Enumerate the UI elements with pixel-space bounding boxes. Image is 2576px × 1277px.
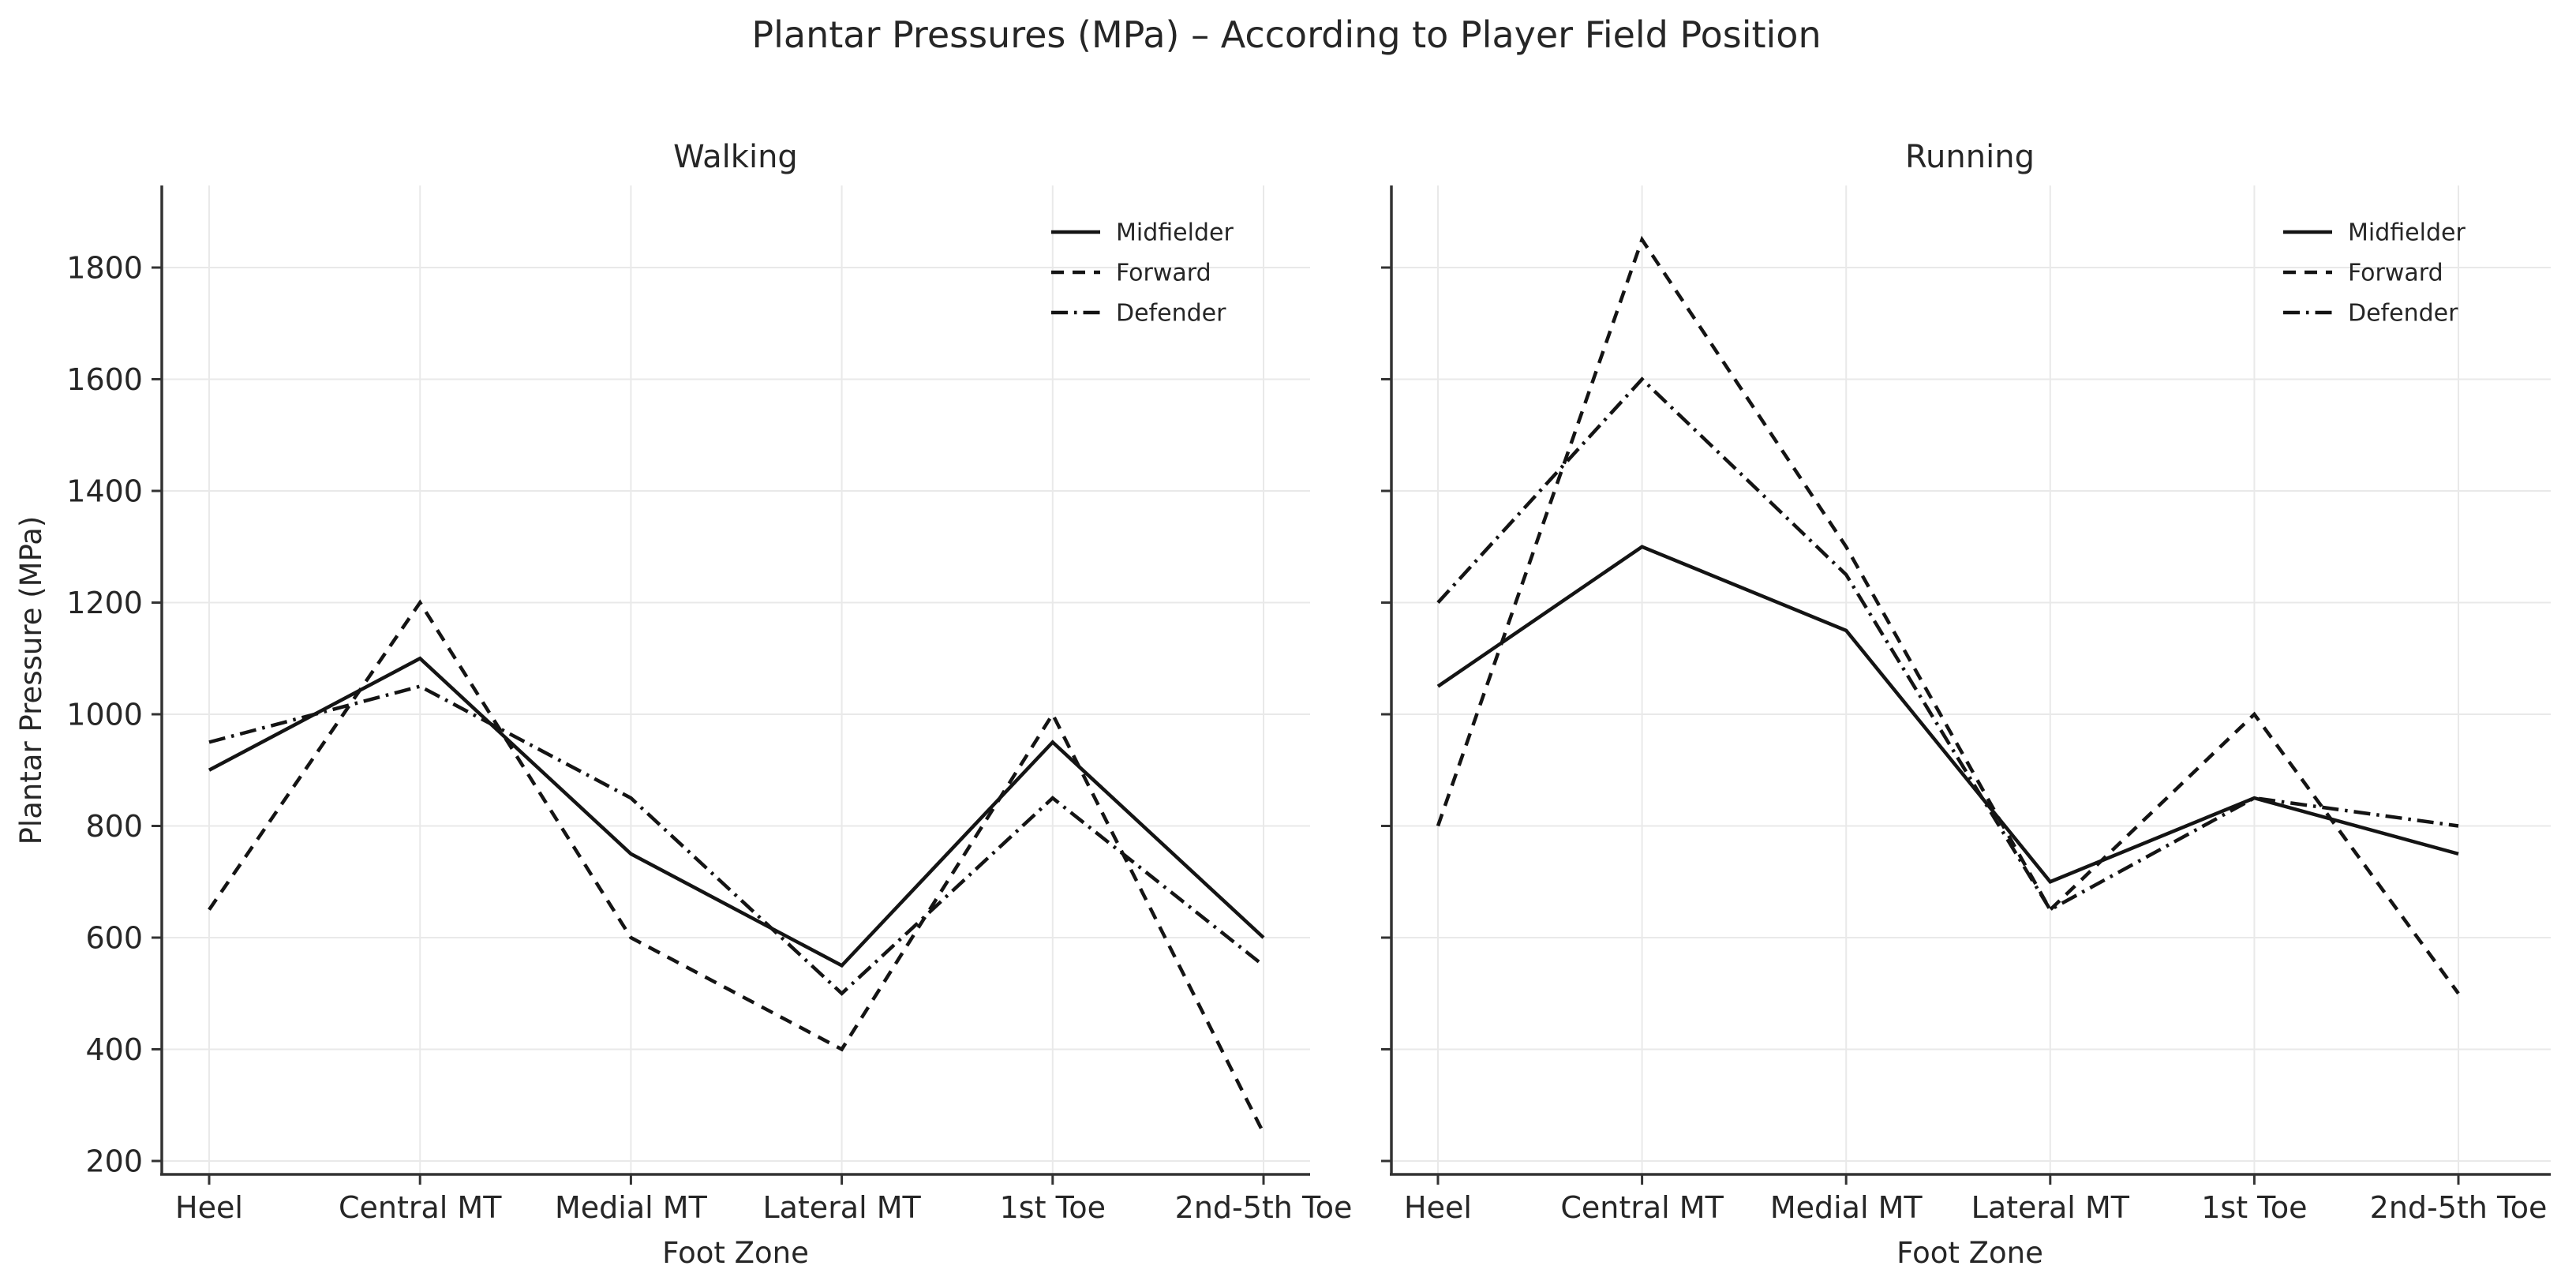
legend-item: Defender [1051, 300, 1226, 328]
y-tick-label: 400 [85, 1032, 143, 1067]
figure-title: Plantar Pressures (MPa) – According to P… [751, 13, 1821, 56]
series-line-forward [1436, 235, 2460, 995]
legend-label: Forward [2348, 260, 2443, 287]
legend-label: Midfielder [2348, 219, 2466, 247]
y-tick-label: 1600 [66, 362, 143, 397]
series-line-midfielder [208, 656, 1265, 968]
x-tick-label: 1st Toe [1000, 1190, 1106, 1225]
x-tick-label: Heel [175, 1190, 243, 1225]
x-tick-label: Lateral MT [1971, 1190, 2130, 1225]
legend-label: Midfielder [1116, 219, 1234, 247]
series-line-defender [1436, 376, 2459, 912]
legend-label: Defender [1116, 300, 1226, 328]
series-line-forward [208, 599, 1266, 1134]
y-tick-label: 600 [85, 920, 143, 955]
x-tick-label: Heel [1404, 1190, 1472, 1225]
x-tick-label: Medial MT [1770, 1190, 1923, 1225]
x-tick-label: Medial MT [555, 1190, 708, 1225]
y-tick-label: 1200 [66, 586, 143, 620]
x-tick-label: Central MT [339, 1190, 502, 1225]
legend-label: Defender [2348, 300, 2458, 328]
running-plot-area: Heel Central MT Medial MT Lateral MT 1st Toe… [1381, 185, 2551, 1225]
legend-item: Forward [1051, 260, 1211, 287]
walking-plot-area: 200 400 600 800 1000 1200 1400 1600 1800 Heel Cent… [66, 185, 1352, 1225]
x-tick-label: 1st Toe [2201, 1190, 2307, 1225]
legend-label: Forward [1116, 260, 1211, 287]
legend-item: Midfielder [1051, 219, 1234, 247]
y-tick-label: 800 [85, 809, 143, 844]
running-x-axis-label: Foot Zone [1896, 1236, 2043, 1270]
legend-item: Forward [2283, 260, 2443, 287]
walking-x-axis-label: Foot Zone [662, 1236, 809, 1270]
y-tick-label: 1000 [66, 697, 143, 732]
legend-item: Midfielder [2283, 219, 2466, 247]
y-axis-label: Plantar Pressure (MPa) [14, 516, 48, 845]
series-line-midfielder [1436, 545, 2459, 884]
y-tick-label: 200 [85, 1144, 143, 1178]
x-tick-label: 2nd-5th Toe [2370, 1190, 2548, 1225]
series-line-defender [208, 684, 1265, 996]
running-subplot-title: Running [1905, 139, 2035, 175]
x-tick-label: Central MT [1560, 1190, 1724, 1225]
legend-item: Defender [2283, 300, 2458, 328]
x-tick-label: 2nd-5th Toe [1175, 1190, 1353, 1225]
y-tick-label: 1400 [66, 474, 143, 508]
y-tick-label: 1800 [66, 250, 143, 285]
walking-subplot-title: Walking [673, 139, 798, 175]
x-tick-label: Lateral MT [762, 1190, 921, 1225]
